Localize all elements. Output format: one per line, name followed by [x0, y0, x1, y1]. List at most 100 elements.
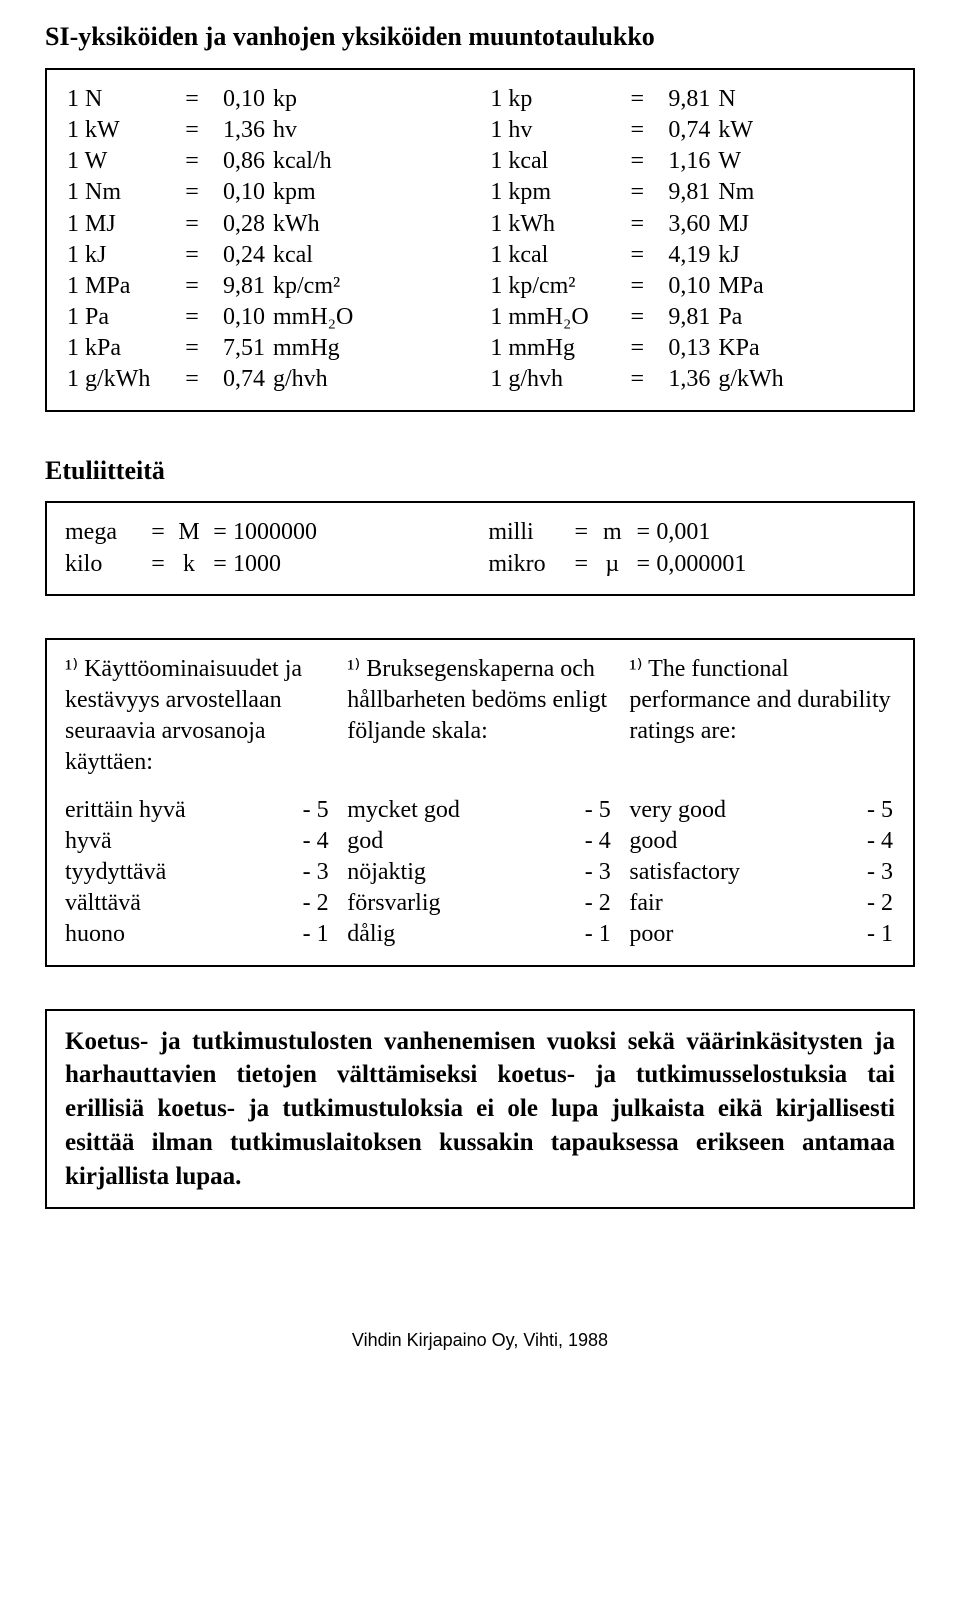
conversion-row: 1 mmHg=0,13KPa	[488, 333, 895, 364]
conversion-row: 1 kPa=7,51mmHg	[65, 333, 472, 364]
scale-label: god	[347, 826, 577, 857]
scale-value: - 2	[859, 888, 895, 919]
prefix-eq: =	[207, 549, 233, 580]
conversion-row: 1 g/hvh=1,36g/kWh	[488, 364, 895, 395]
conversion-row: 1 MJ=0,28kWh	[65, 209, 472, 240]
scale-label: nöjaktig	[347, 857, 577, 888]
scale-value: - 1	[295, 919, 331, 950]
scale-label: satisfactory	[629, 857, 859, 888]
ratings-intro-en: ¹⁾ The functional performance and durabi…	[629, 654, 895, 779]
conv-unit: KPa	[712, 333, 895, 364]
scale-row: hyvä- 4	[65, 826, 331, 857]
conv-lhs: 1 hv	[488, 115, 622, 146]
prefix-eq: =	[568, 549, 594, 580]
conv-eq: =	[177, 302, 207, 333]
scale-row: välttävä- 2	[65, 888, 331, 919]
scale-row: huono- 1	[65, 919, 331, 950]
conversion-row: 1 kWh=3,60MJ	[488, 209, 895, 240]
ratings-scale-row: erittäin hyvä- 5hyvä- 4tyydyttävä- 3vält…	[65, 795, 895, 951]
conv-val: 0,86	[207, 146, 267, 177]
scale-row: erittäin hyvä- 5	[65, 795, 331, 826]
conv-val: 7,51	[207, 333, 267, 364]
conv-lhs: 1 kWh	[488, 209, 622, 240]
conv-val: 0,10	[207, 177, 267, 208]
scale-value: - 5	[859, 795, 895, 826]
conv-lhs: 1 MPa	[65, 271, 177, 302]
conv-eq: =	[622, 364, 652, 395]
conversion-row: 1 N=0,10kp	[65, 84, 472, 115]
conv-unit: Pa	[712, 302, 895, 333]
conv-unit: g/hvh	[267, 364, 472, 395]
conv-val: 0,74	[207, 364, 267, 395]
conv-eq: =	[622, 84, 652, 115]
scale-row: god- 4	[347, 826, 613, 857]
conv-eq: =	[622, 115, 652, 146]
conv-val: 1,16	[652, 146, 712, 177]
conv-val: 0,28	[207, 209, 267, 240]
scale-row: försvarlig- 2	[347, 888, 613, 919]
prefix-sym: M	[171, 517, 207, 548]
note-text: Koetus- ja tutkimustulosten vanhenemisen…	[65, 1025, 895, 1194]
conv-lhs: 1 Nm	[65, 177, 177, 208]
conversion-row: 1 kJ=0,24kcal	[65, 240, 472, 271]
conversion-row: 1 mmH₂O=9,81Pa	[488, 302, 895, 333]
conv-lhs: 1 kcal	[488, 146, 622, 177]
conversion-row: 1 hv=0,74kW	[488, 115, 895, 146]
prefix-val: 1000000	[233, 517, 472, 548]
conv-eq: =	[622, 146, 652, 177]
conv-eq: =	[622, 177, 652, 208]
scale-row: satisfactory- 3	[629, 857, 895, 888]
prefixes-left-column: mega=M=1000000kilo=k=1000	[65, 517, 472, 579]
conv-lhs: 1 MJ	[65, 209, 177, 240]
scale-label: välttävä	[65, 888, 295, 919]
conv-lhs: 1 W	[65, 146, 177, 177]
conversion-row: 1 Nm=0,10kpm	[65, 177, 472, 208]
scale-label: tyydyttävä	[65, 857, 295, 888]
prefixes-right-column: milli=m=0,001mikro=µ=0,000001	[488, 517, 895, 579]
conv-val: 4,19	[652, 240, 712, 271]
conversion-row: 1 kp=9,81N	[488, 84, 895, 115]
conv-val: 9,81	[652, 84, 712, 115]
scale-value: - 3	[295, 857, 331, 888]
conv-eq: =	[177, 271, 207, 302]
scale-label: very good	[629, 795, 859, 826]
conversion-row: 1 Pa=0,10mmH₂O	[65, 302, 472, 333]
prefix-sym: k	[171, 549, 207, 580]
conversion-right-column: 1 kp=9,81N1 hv=0,74kW1 kcal=1,16W1 kpm=9…	[488, 84, 895, 396]
conv-unit: N	[712, 84, 895, 115]
conv-lhs: 1 kpm	[488, 177, 622, 208]
scale-value: - 1	[577, 919, 613, 950]
conv-eq: =	[177, 333, 207, 364]
ratings-intro-row: ¹⁾ Käyttöominaisuudet ja kestävyys arvos…	[65, 654, 895, 779]
conv-eq: =	[622, 271, 652, 302]
prefix-eq: =	[630, 517, 656, 548]
ratings-intro-sv: ¹⁾ Bruksegenskaperna och hållbarheten be…	[347, 654, 613, 779]
conv-eq: =	[177, 240, 207, 271]
ratings-scale-en: very good- 5good- 4satisfactory- 3fair- …	[629, 795, 895, 951]
prefix-row: kilo=k=1000	[65, 549, 472, 580]
scale-label: poor	[629, 919, 859, 950]
ratings-intro-fi: ¹⁾ Käyttöominaisuudet ja kestävyys arvos…	[65, 654, 331, 779]
scale-label: försvarlig	[347, 888, 577, 919]
conv-lhs: 1 kp	[488, 84, 622, 115]
prefix-eq: =	[145, 549, 171, 580]
conv-lhs: 1 g/kWh	[65, 364, 177, 395]
prefix-eq: =	[145, 517, 171, 548]
scale-value: - 1	[859, 919, 895, 950]
scale-row: good- 4	[629, 826, 895, 857]
conv-eq: =	[622, 240, 652, 271]
scale-label: huono	[65, 919, 295, 950]
conv-eq: =	[177, 177, 207, 208]
conv-val: 0,74	[652, 115, 712, 146]
conv-val: 3,60	[652, 209, 712, 240]
conversion-row: 1 kcal=4,19kJ	[488, 240, 895, 271]
conversion-columns: 1 N=0,10kp1 kW=1,36hv1 W=0,86kcal/h1 Nm=…	[65, 84, 895, 396]
footer-text: Vihdin Kirjapaino Oy, Vihti, 1988	[45, 1329, 915, 1352]
conv-val: 1,36	[652, 364, 712, 395]
prefix-val: 0,000001	[656, 549, 895, 580]
scale-row: mycket god- 5	[347, 795, 613, 826]
page: SI-yksiköiden ja vanhojen yksiköiden muu…	[0, 0, 960, 1604]
conv-val: 0,10	[652, 271, 712, 302]
scale-value: - 3	[859, 857, 895, 888]
conversion-row: 1 g/kWh=0,74g/hvh	[65, 364, 472, 395]
